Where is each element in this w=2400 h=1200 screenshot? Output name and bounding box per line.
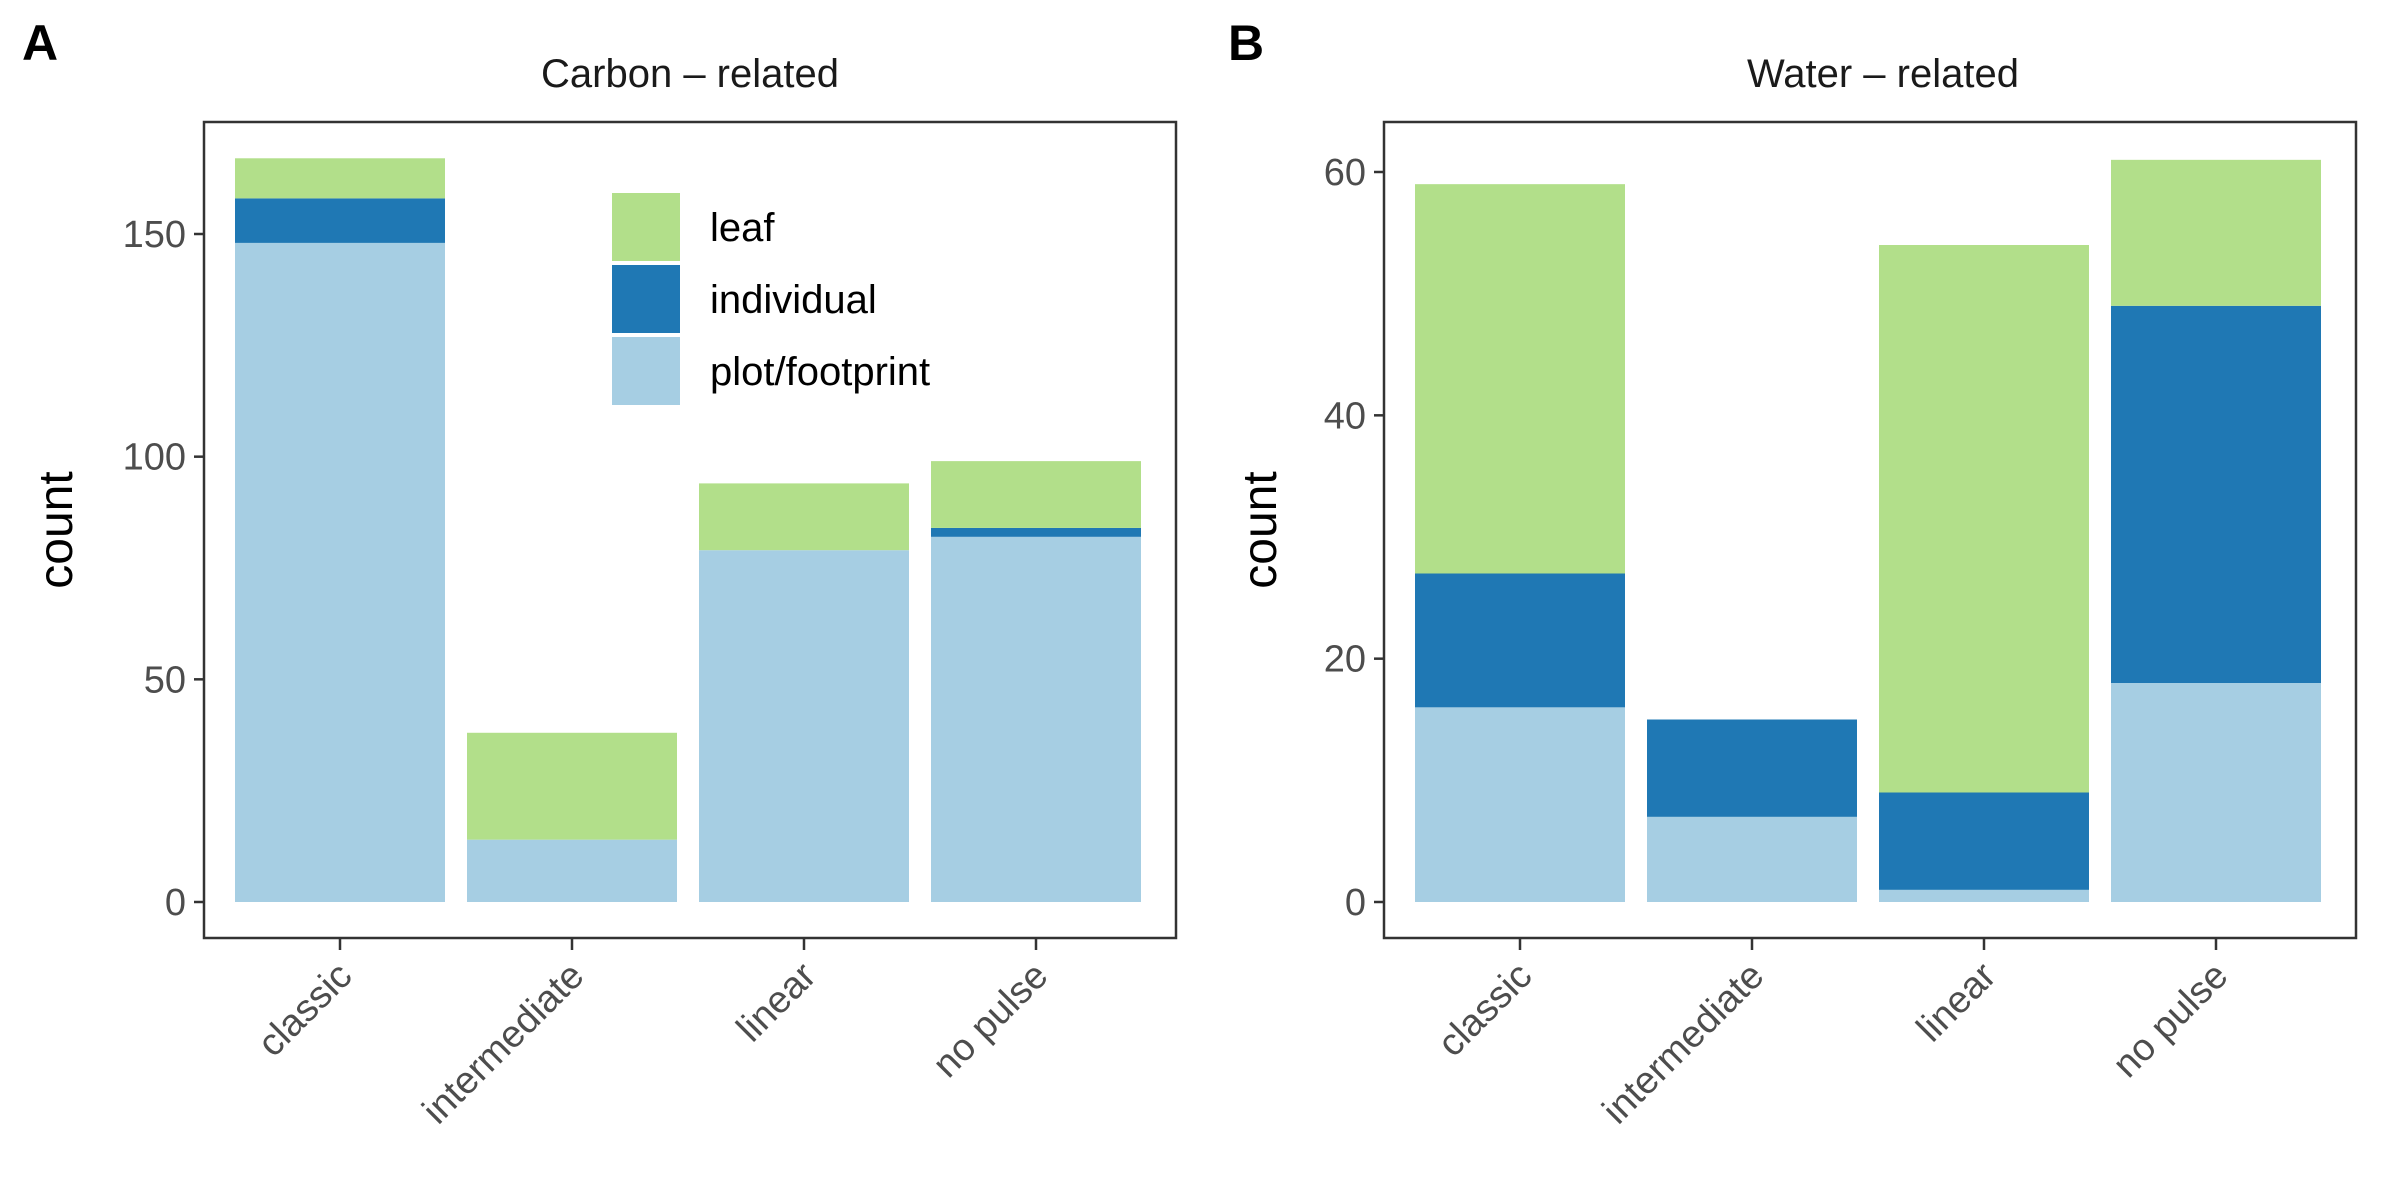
bar-linear-leaf: [1879, 245, 2089, 793]
y-tick-label: 60: [1324, 152, 1366, 194]
y-tick-label: 100: [123, 437, 186, 479]
bar-classic-individual: [1415, 573, 1625, 708]
bar-intermediate-plot-footprint: [467, 839, 677, 902]
bar-no-pulse-plot-footprint: [2111, 683, 2321, 902]
bar-linear-plot-footprint: [699, 550, 909, 902]
legend-key-plot-footprint: [612, 337, 680, 405]
bar-classic-plot-footprint: [1415, 707, 1625, 902]
y-tick-label: 50: [144, 659, 186, 701]
legend-key-leaf: [612, 193, 680, 261]
bar-classic-plot-footprint: [235, 242, 445, 902]
panel-b-y-ticks: 0 20 40 60: [1324, 152, 1384, 924]
bar-linear-leaf: [699, 483, 909, 551]
bar-no-pulse-individual: [931, 527, 1141, 537]
panel-b-letter: B: [1228, 15, 1264, 71]
legend-label-leaf: leaf: [710, 206, 775, 250]
panel-b-bars: [1415, 159, 2321, 902]
panel-b-y-axis-title: count: [1234, 471, 1287, 588]
bar-no-pulse-leaf: [2111, 159, 2321, 306]
panel-a-plot-border: [202, 120, 1178, 940]
y-tick-label: 0: [165, 882, 186, 924]
y-tick-label: 20: [1324, 639, 1366, 681]
bar-no-pulse-plot-footprint: [931, 536, 1141, 902]
bar-classic-individual: [235, 198, 445, 243]
bar-no-pulse-individual: [2111, 305, 2321, 683]
panel-b-plot-border: [1382, 120, 2358, 940]
legend-label-individual: individual: [710, 278, 877, 322]
panel-a-y-axis-title: count: [30, 471, 83, 588]
bar-intermediate-individual: [1647, 719, 1857, 817]
bar-linear-plot-footprint: [1879, 889, 2089, 902]
bar-classic-leaf: [1415, 184, 1625, 574]
panel-a-title: Carbon – related: [541, 52, 839, 96]
panel-b-title: Water – related: [1747, 52, 2019, 96]
bar-no-pulse-leaf: [931, 461, 1141, 528]
panel-a-legend: leaf individual plot/footprint: [612, 193, 930, 405]
y-tick-label: 0: [1345, 882, 1366, 924]
y-tick-label: 150: [123, 214, 186, 256]
bar-classic-leaf: [235, 158, 445, 199]
panel-a-y-ticks: 0 50 100 150: [123, 214, 204, 924]
legend-label-plot-footprint: plot/footprint: [710, 350, 930, 394]
bar-intermediate-plot-footprint: [1647, 816, 1857, 902]
legend-key-individual: [612, 265, 680, 333]
panel-a-bars: [235, 158, 1141, 902]
bar-linear-individual: [1879, 792, 2089, 890]
y-tick-label: 40: [1324, 395, 1366, 437]
bar-intermediate-leaf: [467, 732, 677, 840]
panel-a-letter: A: [22, 15, 58, 71]
